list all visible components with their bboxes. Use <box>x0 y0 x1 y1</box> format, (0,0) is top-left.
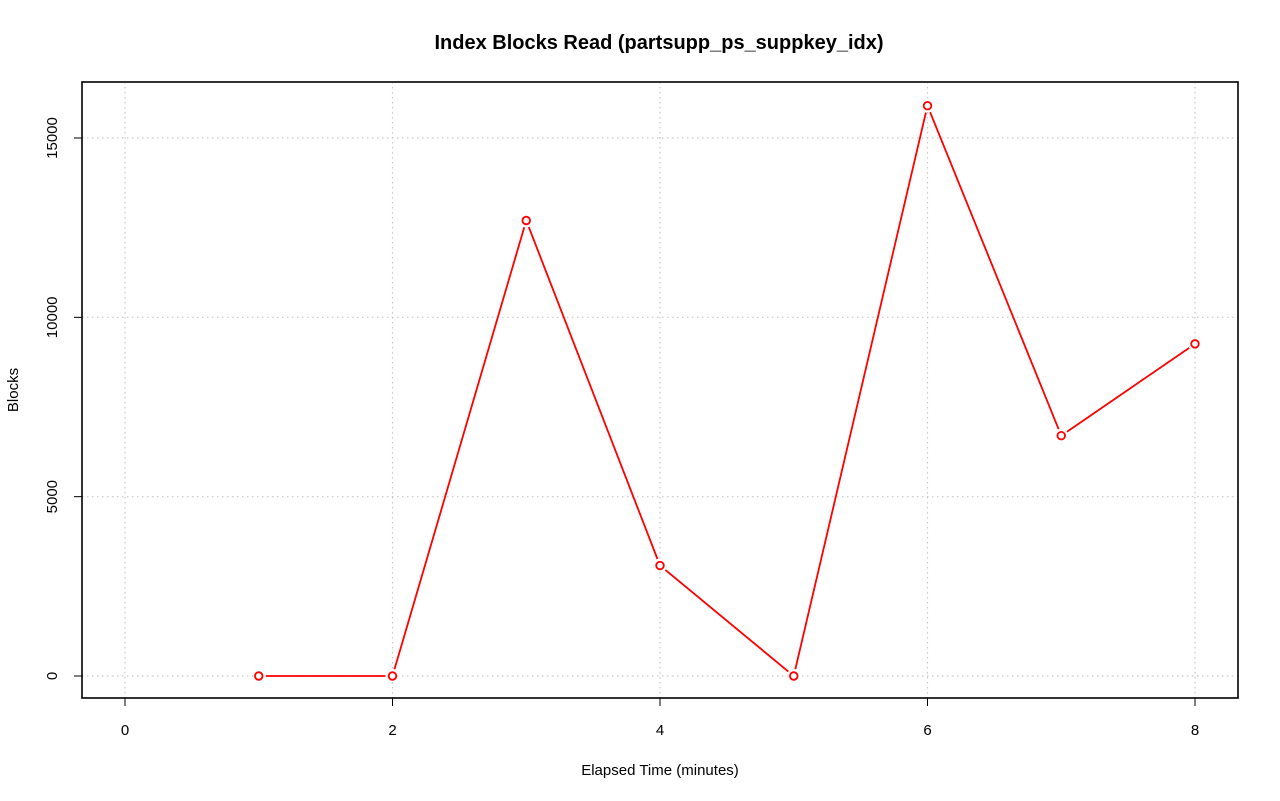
plot-frame <box>81 81 1239 699</box>
series-line-segment <box>527 226 659 560</box>
grid <box>82 82 1238 698</box>
data-point <box>789 671 799 681</box>
data-point <box>1056 430 1066 441</box>
y-tick-label: 5000 <box>44 480 61 513</box>
series-line-segment <box>664 569 789 673</box>
x-axis-label: Elapsed Time (minutes) <box>581 762 739 779</box>
data-point <box>521 215 531 226</box>
x-tick-label: 2 <box>388 722 396 739</box>
x-axis: 0 2 4 6 8 <box>121 698 1199 739</box>
x-tick-label: 4 <box>656 722 664 739</box>
series-line-segment <box>929 111 1060 430</box>
x-tick-label: 6 <box>923 722 931 739</box>
y-tick-label: 0 <box>44 672 61 680</box>
data-point <box>922 101 933 111</box>
y-tick-label: 15000 <box>44 117 61 159</box>
series-layer <box>254 101 1200 681</box>
chart-title: Index Blocks Read (partsupp_ps_suppkey_i… <box>434 32 883 54</box>
y-axis-label: Blocks <box>5 368 22 412</box>
data-point <box>254 671 264 681</box>
data-point <box>387 671 398 681</box>
series-line-segment <box>393 226 526 670</box>
series-line-segment <box>794 112 927 670</box>
y-tick-label: 10000 <box>44 296 61 338</box>
x-tick-label: 8 <box>1191 722 1199 739</box>
y-axis: 0 5000 10000 15000 <box>44 117 82 680</box>
x-tick-label: 0 <box>121 722 129 739</box>
data-point <box>655 560 665 571</box>
data-point <box>1190 339 1200 349</box>
series-line-segment <box>1066 347 1190 433</box>
